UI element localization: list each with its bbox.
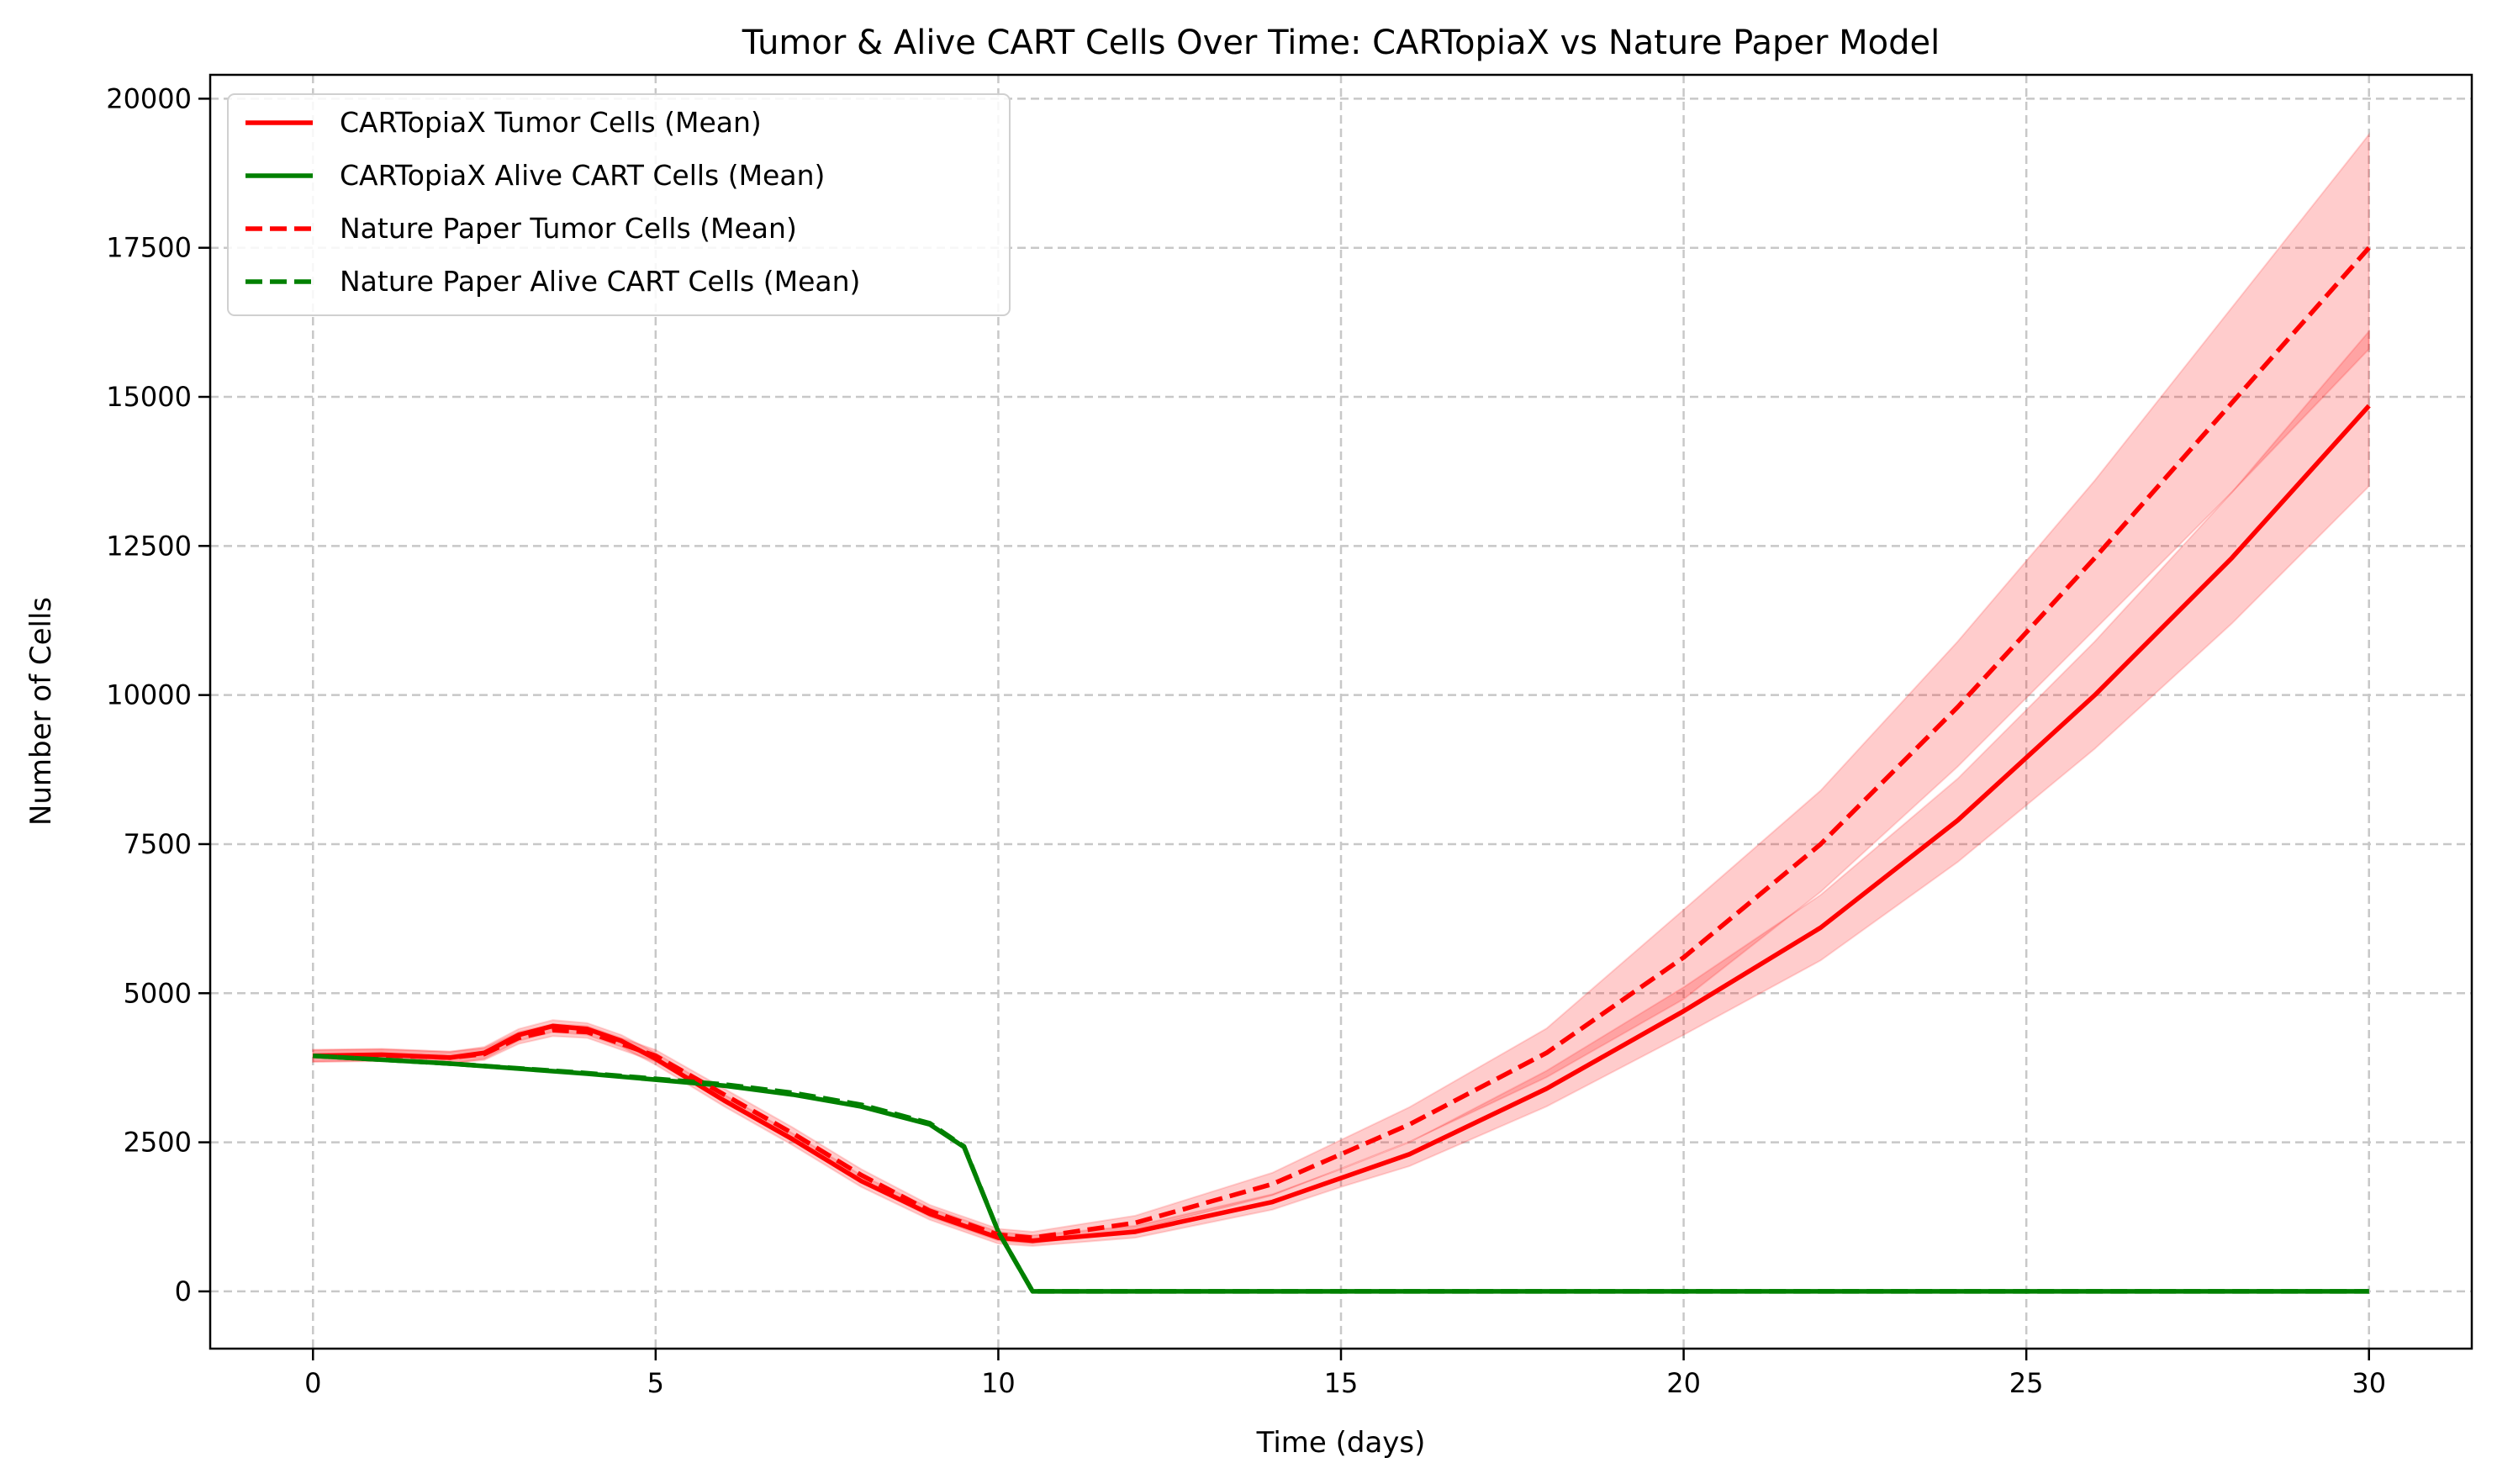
legend-label: CARTopiaX Alive CART Cells (Mean) (340, 159, 825, 192)
y-tick-label: 2500 (124, 1127, 192, 1159)
y-tick-label: 20000 (106, 82, 192, 114)
ticks: 0 5 10 15 20 25 30 0 2500 5000 7500 10000 12500 15000… (106, 82, 2386, 1399)
y-axis-label: Number of Cells (24, 597, 58, 826)
x-tick-label: 25 (2009, 1367, 2044, 1399)
y-tick-label: 15000 (106, 381, 192, 413)
legend: CARTopiaX Tumor Cells (Mean) CARTopiaX Al… (227, 93, 1011, 316)
confidence-band-2 (312, 132, 2370, 1245)
x-tick-label: 5 (647, 1367, 664, 1399)
y-tick-label: 12500 (106, 530, 192, 562)
grid (210, 75, 2472, 1349)
y-tick-label: 0 (175, 1275, 192, 1307)
x-tick-label: 0 (304, 1367, 321, 1399)
x-tick-label: 30 (2352, 1367, 2386, 1399)
legend-box (227, 93, 1011, 316)
legend-label: Nature Paper Tumor Cells (Mean) (340, 212, 797, 245)
x-tick-label: 15 (1324, 1367, 1359, 1399)
x-tick-label: 10 (981, 1367, 1016, 1399)
series-line-0 (313, 404, 2371, 1244)
y-tick-label: 10000 (106, 679, 192, 711)
legend-label: CARTopiaX Tumor Cells (Mean) (340, 106, 762, 139)
y-tick-label: 7500 (124, 828, 192, 860)
series-line-2 (313, 246, 2371, 1240)
y-tick-label: 5000 (124, 977, 192, 1009)
chart-title: Tumor & Alive CART Cells Over Time: CART… (742, 24, 1940, 62)
y-tick-label: 17500 (106, 232, 192, 264)
x-axis-label: Time (days) (1256, 1426, 1426, 1460)
series-line-3 (313, 1054, 2369, 1294)
x-tick-label: 20 (1666, 1367, 1701, 1399)
series-lines (313, 246, 2371, 1294)
legend-label: Nature Paper Alive CART Cells (Mean) (340, 265, 860, 298)
